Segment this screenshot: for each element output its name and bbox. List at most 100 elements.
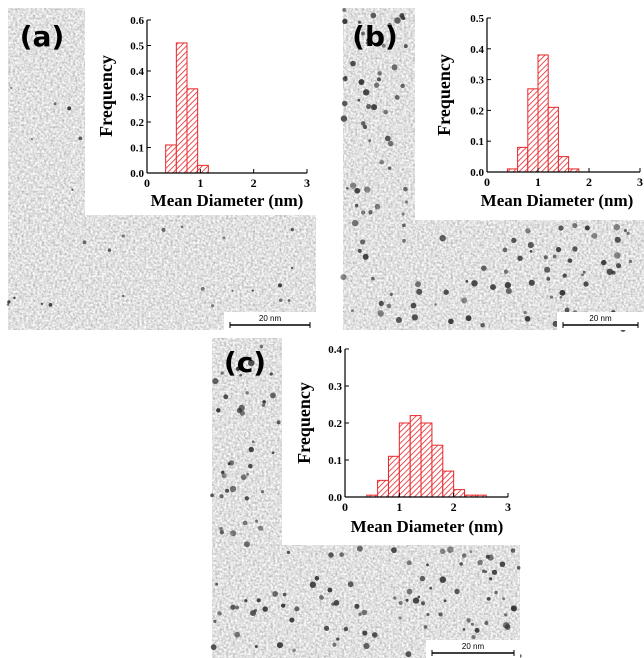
histogram-bar — [175, 42, 188, 174]
x-tick-label: 3 — [505, 500, 511, 514]
particle — [378, 300, 384, 307]
particle — [591, 233, 598, 239]
particle — [555, 246, 562, 253]
particle — [360, 31, 365, 36]
particle — [469, 550, 473, 553]
particle — [210, 493, 214, 498]
particle — [572, 246, 578, 252]
particle — [484, 621, 489, 625]
particle — [383, 109, 388, 115]
particle — [213, 619, 217, 623]
particle — [246, 472, 250, 476]
particle — [314, 576, 320, 581]
particle — [262, 606, 268, 612]
x-tick-label: 3 — [637, 175, 643, 189]
x-axis-label: Mean Diameter (nm) — [481, 191, 634, 210]
particle — [107, 248, 112, 252]
particle — [448, 318, 454, 325]
particle — [379, 159, 385, 165]
particle — [251, 289, 254, 292]
y-tick-label: 0.4 — [328, 344, 342, 356]
particle — [354, 603, 360, 609]
particle — [365, 41, 369, 45]
inset-background — [85, 8, 316, 215]
particle — [494, 590, 498, 595]
panel-label: (c) — [224, 346, 266, 379]
y-axis-label: Frequency — [96, 55, 116, 137]
particle — [270, 392, 276, 399]
particle — [505, 288, 512, 295]
particle — [511, 237, 517, 244]
particle — [376, 77, 382, 82]
particle — [438, 612, 443, 617]
y-tick-label: 0.0 — [470, 167, 484, 179]
particle — [471, 635, 476, 640]
particle — [368, 139, 372, 143]
particle — [389, 292, 393, 296]
histogram-bar — [387, 455, 400, 498]
particle — [342, 18, 348, 25]
particle — [564, 307, 570, 313]
particle — [248, 463, 253, 469]
particle — [67, 106, 72, 111]
particle — [439, 548, 446, 555]
particle — [516, 565, 521, 570]
particle — [412, 597, 420, 604]
particle — [212, 378, 219, 385]
histogram-bar — [197, 164, 209, 174]
particle — [581, 273, 584, 277]
particle — [384, 135, 391, 142]
particle — [349, 182, 357, 189]
particle — [391, 64, 398, 71]
histogram-bar — [398, 422, 411, 498]
particle — [628, 259, 633, 264]
particle — [48, 302, 53, 307]
y-tick-label: 0.1 — [328, 455, 342, 467]
y-tick-label: 0.2 — [328, 418, 342, 430]
particle — [363, 642, 370, 650]
particle — [462, 628, 466, 631]
particle — [319, 595, 324, 600]
particle — [328, 552, 334, 558]
particle — [381, 43, 386, 48]
particle — [491, 569, 498, 575]
particle — [180, 225, 184, 229]
histogram-bar — [537, 54, 549, 173]
particle — [251, 440, 255, 444]
particle — [244, 496, 250, 501]
particle — [528, 279, 535, 286]
particle — [242, 520, 248, 526]
particle — [289, 617, 295, 623]
particle — [391, 547, 397, 554]
particle — [239, 373, 243, 377]
particle — [477, 559, 483, 566]
particle — [220, 371, 224, 375]
particle — [360, 121, 366, 126]
particle — [511, 606, 515, 610]
particle — [552, 254, 557, 259]
particle — [360, 210, 366, 215]
particle — [613, 224, 621, 231]
particle — [406, 588, 413, 595]
particle — [217, 611, 222, 616]
particle — [215, 582, 219, 586]
particle — [245, 391, 249, 395]
particle — [210, 644, 217, 651]
particle — [502, 597, 506, 601]
particle — [584, 225, 590, 231]
particle — [366, 104, 372, 110]
particle — [417, 595, 421, 599]
y-tick-label: 0.1 — [470, 136, 484, 148]
particle — [377, 71, 382, 76]
particle — [480, 322, 485, 328]
particle — [403, 186, 408, 192]
histogram-bar — [409, 415, 422, 498]
particle — [350, 60, 356, 67]
particle — [371, 276, 375, 281]
particle — [562, 273, 567, 278]
particle — [230, 530, 237, 537]
particle — [357, 248, 362, 253]
x-tick-label: 2 — [251, 176, 257, 190]
particle — [253, 608, 258, 613]
